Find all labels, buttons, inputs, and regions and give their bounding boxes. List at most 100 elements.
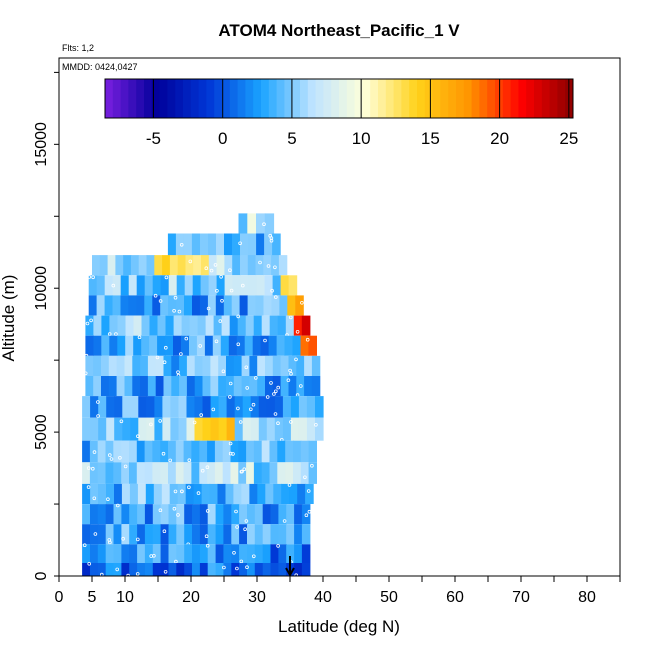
heatmap-cell — [270, 563, 279, 576]
sample-marker — [272, 392, 276, 396]
heatmap-cell — [144, 462, 153, 484]
sample-marker — [107, 332, 112, 336]
colorbar-tick-label: 5 — [287, 129, 296, 148]
sample-marker — [179, 352, 183, 356]
chart-title: ATOM4 Northeast_Pacific_1 V — [218, 21, 460, 40]
heatmap-cell — [288, 376, 297, 397]
heatmap-cell — [270, 544, 279, 563]
heatmap-cell — [301, 544, 311, 563]
heatmap-cell — [254, 544, 264, 563]
heatmap-cell — [152, 544, 162, 563]
heatmap-cell — [132, 355, 141, 376]
sample-marker — [268, 233, 273, 238]
heatmap-cell — [89, 440, 99, 463]
sample-marker — [153, 293, 158, 298]
colorbar-swatch — [417, 79, 426, 118]
heatmap-cell — [173, 315, 183, 336]
heatmap-cell — [105, 524, 115, 545]
sample-marker — [205, 465, 210, 470]
heatmap-cell — [199, 504, 209, 525]
heatmap-cell — [168, 544, 177, 563]
sample-marker — [228, 268, 232, 273]
colorbar-swatch — [222, 79, 231, 118]
heatmap-cell — [311, 376, 321, 397]
sample-marker — [228, 441, 233, 446]
sample-marker — [192, 420, 197, 425]
colorbar-swatch — [487, 79, 496, 118]
heatmap-cell — [300, 440, 310, 463]
heatmap-cell — [286, 524, 295, 545]
y-tick-label: 0 — [33, 571, 50, 580]
sample-marker — [273, 265, 277, 270]
sample-marker — [164, 345, 168, 350]
heatmap-cell — [255, 255, 264, 276]
heatmap-cell — [154, 255, 163, 276]
sample-marker — [236, 314, 241, 319]
heatmap-cell — [308, 462, 317, 484]
heatmap-cell — [105, 563, 115, 576]
x-tick-label: 60 — [446, 589, 464, 606]
heatmap-cell — [247, 563, 256, 576]
sample-marker — [200, 468, 205, 473]
heatmap-cell — [224, 233, 233, 257]
sample-marker — [263, 338, 267, 343]
heatmap-cell — [194, 376, 204, 397]
sample-marker — [307, 509, 312, 514]
heatmap-cell — [249, 483, 258, 504]
heatmap-cell — [101, 376, 110, 397]
heatmap-cell — [242, 417, 252, 441]
heatmap-cell — [238, 440, 247, 463]
heatmap-cell — [255, 295, 264, 316]
heatmap-cell — [104, 275, 114, 296]
heatmap-cell — [85, 335, 94, 356]
heatmap-cell — [202, 376, 211, 397]
heatmap-cell — [239, 544, 248, 563]
heatmap-cell — [160, 504, 170, 525]
heatmap-cell — [168, 504, 177, 525]
heatmap-cell — [210, 396, 220, 418]
heatmap-cell — [246, 462, 255, 484]
heatmap-cell — [176, 295, 185, 316]
colorbar-swatch — [424, 79, 434, 118]
sample-marker — [155, 355, 160, 360]
heatmap-cell — [199, 295, 209, 316]
heatmap-cell — [193, 255, 202, 276]
sample-marker — [300, 300, 304, 305]
data-band — [82, 483, 314, 504]
heatmap-cell — [293, 440, 302, 463]
heatmap-cell — [250, 396, 260, 418]
heatmap-cell — [147, 376, 157, 397]
heatmap-cell — [205, 315, 215, 336]
heatmap-cell — [240, 275, 250, 296]
heatmap-cell — [97, 524, 107, 545]
sample-marker — [176, 370, 180, 375]
heatmap-cell — [129, 462, 138, 484]
sample-marker — [162, 360, 167, 365]
colorbar-swatch — [144, 79, 153, 118]
heatmap-cell — [231, 295, 241, 316]
heatmap-cell — [216, 255, 225, 276]
heatmap-cell — [101, 335, 110, 356]
sample-marker — [243, 527, 247, 531]
colorbar-swatch — [229, 79, 239, 118]
heatmap-cell — [233, 355, 243, 376]
heatmap-cell — [248, 233, 257, 257]
sample-marker — [82, 543, 87, 547]
heatmap-cell — [247, 295, 257, 316]
heatmap-cell — [101, 355, 110, 376]
sample-marker — [218, 319, 223, 323]
x-tick-label: 50 — [380, 589, 398, 606]
heatmap-cell — [136, 275, 146, 296]
heatmap-cell — [163, 355, 172, 376]
colorbar-swatch — [370, 79, 379, 118]
heatmap-cell — [248, 275, 258, 296]
heatmap-cell — [125, 315, 135, 336]
heatmap-cell — [85, 355, 94, 376]
y-tick-label: 15000 — [33, 122, 50, 167]
heatmap-cell — [105, 544, 115, 563]
data-band — [82, 543, 311, 564]
data-band — [167, 233, 281, 257]
heatmap-cell — [116, 355, 125, 376]
colorbar-swatch — [409, 79, 418, 118]
